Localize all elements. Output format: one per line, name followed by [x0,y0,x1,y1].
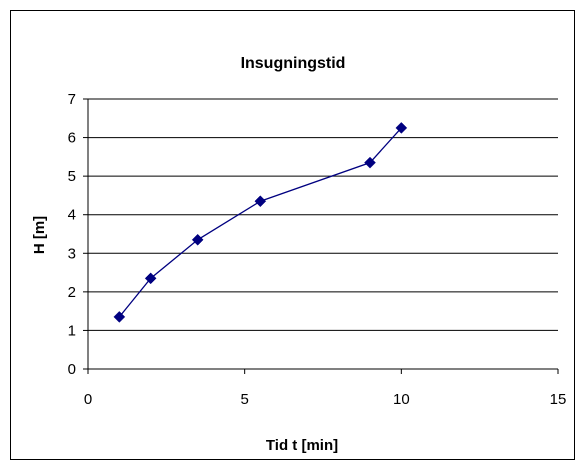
chart-title: Insugningstid [241,55,346,72]
y-tick-label: 1 [68,322,76,339]
chart-frame [10,10,575,460]
y-tick-label: 2 [68,284,76,301]
data-point-marker [144,272,157,285]
data-point-marker [254,195,267,208]
data-point-marker [364,156,376,169]
y-tick-labels: 0 1 2 3 4 5 6 7 [68,91,76,378]
axes [83,98,559,374]
y-tick-label: 4 [68,207,76,224]
y-tick-label: 5 [68,168,76,185]
y-tick-label: 0 [68,361,76,378]
x-axis-label: Tid t [min] [266,437,338,454]
data-point-marker [395,122,408,134]
y-tick-label: 3 [68,245,76,262]
x-tick-label: 5 [240,391,248,408]
y-tick-label: 7 [68,91,76,108]
gridlines [88,98,558,331]
x-tick-label: 0 [84,391,92,408]
x-tick-labels: 0 5 10 15 [84,391,567,408]
series-line [118,127,402,318]
data-point-marker [191,233,204,246]
y-tick-label: 6 [68,130,76,147]
data-point-marker [113,311,126,323]
x-tick-label: 10 [393,391,410,408]
x-tick-label: 15 [550,391,567,408]
y-axis-label: H [m] [31,216,48,254]
series-group [113,122,408,323]
